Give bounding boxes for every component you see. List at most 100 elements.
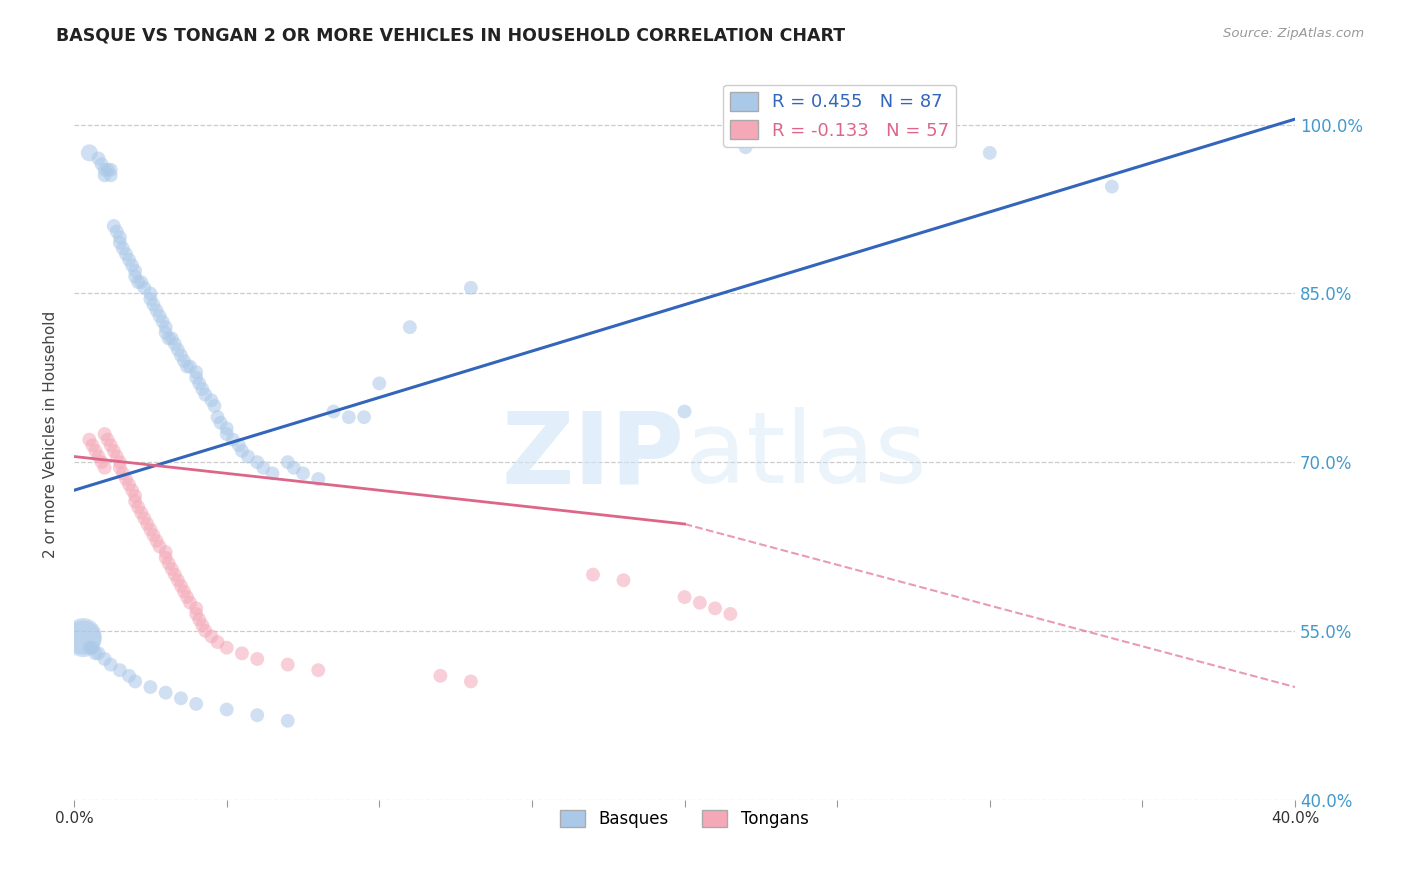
Point [118,669,141,683]
Point [167,343,190,357]
Point [673,590,696,604]
Point [108,460,131,475]
Point [283,460,305,475]
Point [97,433,120,447]
Point [129,275,152,289]
Point [215,640,238,655]
Point [142,528,165,542]
Point [204,399,226,413]
Point [612,573,634,587]
Point [136,516,159,531]
Point [194,387,217,401]
Point [1101,179,1123,194]
Point [157,557,180,571]
Point [398,320,420,334]
Point [194,624,217,638]
Point [246,652,269,666]
Point [155,550,177,565]
Point [718,607,741,621]
Point [145,303,167,318]
Point [277,455,299,469]
Point [277,657,299,672]
Point [84,443,107,458]
Point [87,646,110,660]
Point [160,562,183,576]
Point [118,477,141,491]
Point [142,298,165,312]
Point [252,460,274,475]
Point [292,467,315,481]
Point [170,348,193,362]
Point [124,494,146,508]
Point [460,674,482,689]
Point [673,404,696,418]
Point [167,573,190,587]
Point [207,410,229,425]
Point [429,669,451,683]
Point [93,652,115,666]
Point [191,382,214,396]
Point [186,607,208,621]
Point [155,686,177,700]
Point [188,613,211,627]
Point [139,680,162,694]
Point [173,584,195,599]
Point [152,314,174,328]
Point [108,455,131,469]
Point [353,410,375,425]
Point [72,632,94,646]
Point [582,567,605,582]
Point [93,162,115,177]
Point [176,590,198,604]
Point [307,663,329,677]
Point [188,376,211,391]
Point [87,152,110,166]
Point [145,533,167,548]
Point [121,483,143,498]
Point [148,309,170,323]
Point [93,169,115,183]
Point [160,331,183,345]
Point [186,365,208,379]
Point [127,275,149,289]
Point [215,427,238,442]
Point [734,140,756,154]
Point [111,242,134,256]
Point [84,646,107,660]
Point [228,438,250,452]
Point [139,292,162,306]
Text: atlas: atlas [685,408,927,505]
Point [90,157,112,171]
Point [90,455,112,469]
Point [118,252,141,267]
Point [79,433,101,447]
Point [200,630,222,644]
Point [307,472,329,486]
Point [155,326,177,340]
Point [979,145,1001,160]
Point [139,523,162,537]
Point [173,354,195,368]
Point [262,467,284,481]
Point [108,663,131,677]
Point [111,467,134,481]
Point [368,376,391,391]
Point [231,646,253,660]
Point [124,264,146,278]
Point [82,438,104,452]
Text: ZIP: ZIP [502,408,685,505]
Point [277,714,299,728]
Point [207,635,229,649]
Point [134,511,156,525]
Point [231,443,253,458]
Point [200,393,222,408]
Point [79,640,101,655]
Point [170,691,193,706]
Point [100,169,122,183]
Point [236,450,259,464]
Y-axis label: 2 or more Vehicles in Household: 2 or more Vehicles in Household [44,310,58,558]
Point [105,450,128,464]
Point [155,545,177,559]
Point [155,320,177,334]
Point [186,697,208,711]
